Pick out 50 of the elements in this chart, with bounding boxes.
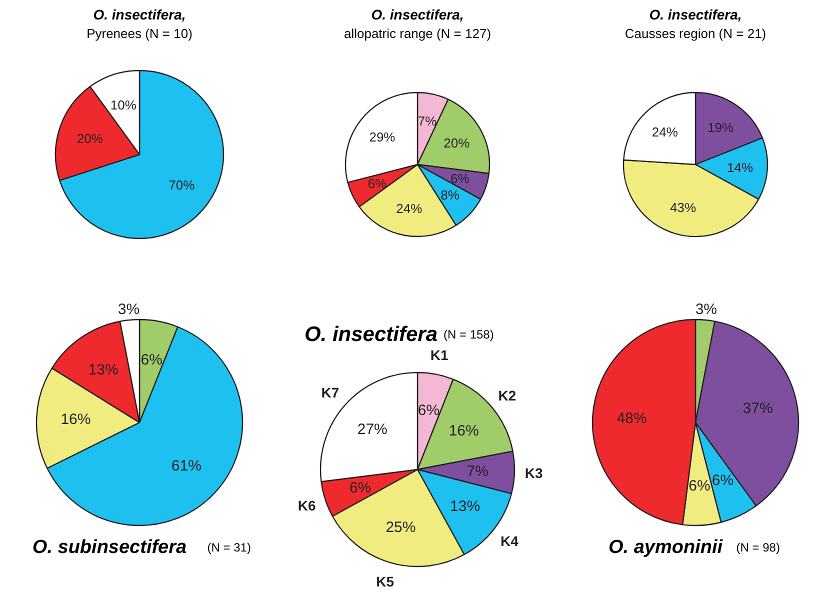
data-label: 6% — [349, 480, 372, 497]
data-label: 37% — [742, 400, 773, 418]
data-label: 6% — [712, 472, 734, 489]
slice-label: K5 — [376, 573, 394, 590]
data-label: 24% — [652, 124, 678, 140]
text: O. aymoninii — [608, 537, 724, 558]
data-label: 16% — [60, 410, 91, 428]
data-label: 13% — [88, 361, 118, 378]
data-label: 70% — [168, 178, 196, 193]
data-label: 20% — [76, 130, 104, 146]
data-label: 3% — [118, 301, 140, 318]
chart-subtitle: Pyrenees (N = 10) — [86, 26, 192, 41]
slice-label: K3 — [524, 465, 544, 482]
text: (N = 31) — [207, 540, 251, 554]
text: O. subinsectifera — [32, 537, 188, 558]
data-label: 6% — [450, 170, 470, 186]
data-label: 8% — [440, 188, 460, 203]
data-label: 61% — [171, 457, 202, 474]
data-label: 16% — [448, 422, 479, 440]
slice-label: K7 — [321, 384, 340, 401]
data-label: 19% — [708, 120, 734, 136]
data-label: 7% — [418, 113, 438, 128]
slice-label: K6 — [298, 497, 316, 514]
data-label: 13% — [450, 498, 480, 515]
chart-title: O. insectifera — [304, 323, 438, 346]
data-label: 7% — [466, 462, 488, 480]
data-label: 29% — [369, 130, 396, 145]
slice-label: K2 — [498, 387, 516, 404]
chart-title: O. insectifera, — [93, 6, 186, 22]
data-label: 3% — [695, 301, 718, 318]
data-label: 6% — [418, 402, 440, 419]
chart-subtitle: allopatric range (N = 127) — [344, 26, 492, 41]
data-label: 25% — [386, 518, 416, 536]
data-label: 6% — [140, 351, 162, 368]
chart-title: O. insectifera, — [371, 6, 464, 22]
data-label: 6% — [688, 478, 710, 495]
data-label: 43% — [670, 200, 696, 215]
chart-subtitle: Causses region (N = 21) — [624, 26, 766, 41]
chart-subtitle: (N = 158) — [444, 328, 494, 342]
data-label: 48% — [616, 410, 647, 427]
data-label: 20% — [444, 135, 470, 150]
text: (N = 98) — [736, 540, 780, 554]
slice-label: K4 — [500, 532, 519, 549]
data-label: 27% — [357, 421, 388, 438]
data-label: 14% — [727, 160, 754, 175]
data-label: 24% — [396, 200, 423, 216]
data-label: 10% — [110, 97, 137, 112]
data-label: 6% — [368, 176, 387, 192]
chart-title: O. insectifera, — [649, 6, 742, 22]
slice-label: K1 — [430, 347, 448, 364]
